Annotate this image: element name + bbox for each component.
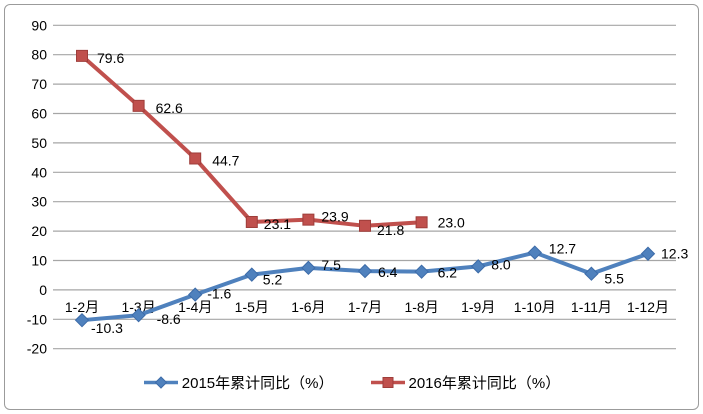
x-axis-tick-label: 1-10月 <box>514 299 556 315</box>
y-axis-tick-label: 10 <box>31 253 47 269</box>
data-point-label: 5.2 <box>263 272 283 288</box>
y-axis-tick-label: 30 <box>31 194 47 210</box>
x-axis-tick-label: 1-6月 <box>291 299 325 315</box>
y-axis-tick-label: 60 <box>31 106 47 122</box>
y-axis-tick-label: 20 <box>31 223 47 239</box>
data-point-marker[interactable] <box>415 216 428 229</box>
data-point-label: 5.5 <box>604 271 624 287</box>
data-point-label: 12.3 <box>661 246 688 262</box>
data-point-marker[interactable] <box>357 263 373 279</box>
data-point-label: 23.1 <box>264 216 291 232</box>
x-axis-tick-label: 1-8月 <box>404 299 438 315</box>
data-point-marker[interactable] <box>189 152 202 165</box>
data-point-marker[interactable] <box>244 267 260 282</box>
x-axis-tick-label: 1-12月 <box>627 299 669 315</box>
y-axis-tick-label: 90 <box>31 17 47 33</box>
chart-legend: 2015年累计同比（%） 2016年累计同比（%） <box>5 372 698 393</box>
data-point-marker[interactable] <box>245 215 258 228</box>
legend-marker-2015-icon <box>143 376 178 389</box>
data-point-label: 79.6 <box>97 50 124 66</box>
data-point-label: 12.7 <box>549 241 576 257</box>
data-point-label: 7.5 <box>321 257 341 273</box>
data-point-marker[interactable] <box>470 259 486 274</box>
data-point-marker[interactable] <box>359 219 371 232</box>
data-point-marker[interactable] <box>527 245 543 260</box>
data-point-label: -8.6 <box>157 311 181 327</box>
y-axis-tick-label: -10 <box>27 311 47 327</box>
data-point-label: 6.4 <box>378 264 398 280</box>
data-point-label: 23.0 <box>438 214 465 230</box>
data-point-label: -10.3 <box>91 320 123 336</box>
y-axis-tick-label: 80 <box>31 47 47 63</box>
y-axis-tick-label: 40 <box>31 164 47 180</box>
legend-item-2016[interactable]: 2016年累计同比（%） <box>370 372 561 393</box>
data-point-label: 8.0 <box>491 256 511 272</box>
chart-container: 90 80 70 60 50 40 30 20 10 0 -10 -20 1-2月 1-3月 1-4月 1-5… <box>4 4 699 410</box>
y-axis-tick-label: -20 <box>27 341 47 357</box>
data-point-label: 44.7 <box>212 152 239 168</box>
data-point-label: 62.6 <box>156 100 183 116</box>
data-point-marker[interactable] <box>584 266 599 281</box>
data-point-marker[interactable] <box>301 260 316 276</box>
y-axis-tick-label: 50 <box>31 135 47 151</box>
x-axis-tick-label: 1-5月 <box>235 299 269 315</box>
data-point-marker[interactable] <box>74 312 90 328</box>
data-point-label: -1.6 <box>207 286 231 302</box>
data-point-marker[interactable] <box>302 213 315 226</box>
x-axis-tick-label: 1-9月 <box>461 299 495 315</box>
data-point-marker[interactable] <box>132 99 145 112</box>
legend-label-2015: 2015年累计同比（%） <box>181 375 334 392</box>
data-point-marker[interactable] <box>640 246 656 261</box>
data-point-label: 21.8 <box>377 222 404 238</box>
data-point-marker[interactable] <box>131 307 146 323</box>
legend-label-2016: 2016年累计同比（%） <box>408 375 561 392</box>
x-axis-tick-label: 1-7月 <box>348 299 382 315</box>
x-axis-tick-label: 1-11月 <box>571 299 612 315</box>
x-axis-tick-label: 1-4月 <box>178 299 212 315</box>
data-point-marker[interactable] <box>414 264 429 279</box>
legend-item-2015[interactable]: 2015年累计同比（%） <box>143 372 334 393</box>
data-point-marker[interactable] <box>76 49 88 62</box>
data-point-label: 6.2 <box>438 265 458 281</box>
series-line-2016 <box>80 53 424 228</box>
x-axis-tick-label: 1-2月 <box>65 299 99 315</box>
legend-marker-2016-icon <box>370 377 405 388</box>
y-axis-tick-label: 0 <box>39 282 47 298</box>
data-point-label: 23.9 <box>321 209 348 225</box>
y-axis-tick-label: 70 <box>31 76 47 92</box>
data-point-marker[interactable] <box>187 287 203 302</box>
